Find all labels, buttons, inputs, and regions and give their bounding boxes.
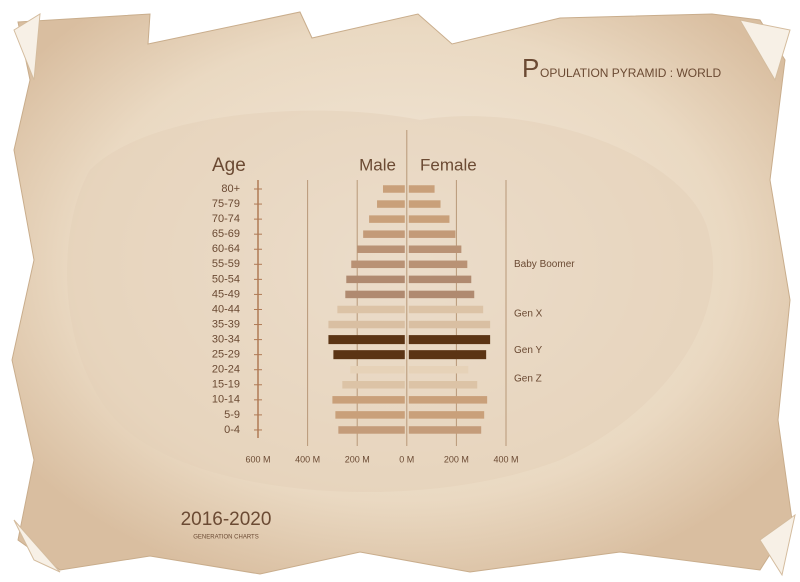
x-tick-label: 0 M	[399, 454, 414, 464]
chart-title: OPULATION PYRAMID : WORLD	[540, 66, 721, 80]
annotation: Baby Boomer	[514, 259, 575, 270]
bar-female	[408, 215, 450, 223]
bar-male	[328, 335, 405, 345]
y-tick-label: 10-14	[212, 394, 240, 406]
bar-male	[357, 245, 405, 253]
y-tick-label: 30-34	[212, 334, 240, 346]
bar-female	[408, 411, 485, 419]
x-tick-label: 400 M	[493, 454, 518, 464]
bar-male	[350, 365, 405, 374]
bar-female	[408, 396, 488, 404]
bar-female	[408, 320, 491, 329]
annotation: Gen Y	[514, 345, 542, 356]
y-tick-label: 5-9	[224, 409, 240, 421]
bar-male	[369, 215, 405, 223]
legend-female: Female	[420, 155, 477, 174]
bar-female	[408, 200, 441, 208]
bar-female	[408, 230, 456, 238]
title-initial: P	[522, 53, 539, 83]
bar-male	[377, 200, 405, 208]
y-tick-label: 40-44	[212, 303, 240, 315]
y-tick-label: 60-64	[212, 243, 240, 255]
bar-male	[337, 305, 405, 314]
annotation: Gen X	[514, 309, 543, 320]
y-tick-label: 50-54	[212, 273, 240, 285]
bar-male	[346, 275, 405, 284]
bar-female	[408, 260, 468, 269]
y-tick-label: 20-24	[212, 364, 240, 376]
x-tick-label: 200 M	[444, 454, 469, 464]
y-axis-title: Age	[212, 155, 246, 176]
bar-male	[335, 411, 405, 419]
y-tick-label: 80+	[221, 183, 240, 195]
bar-female	[408, 245, 462, 253]
bar-male	[338, 426, 405, 434]
bar-female	[408, 275, 472, 284]
y-tick-label: 45-49	[212, 288, 240, 300]
y-tick-label: 0-4	[224, 424, 240, 436]
bar-female	[408, 365, 469, 374]
y-tick-label: 75-79	[212, 198, 240, 210]
y-tick-label: 35-39	[212, 318, 240, 330]
bar-female	[408, 381, 478, 389]
bar-male	[342, 381, 405, 389]
y-tick-label: 55-59	[212, 258, 240, 270]
bar-male	[345, 290, 405, 299]
x-tick-label: 200 M	[345, 454, 370, 464]
y-tick-label: 25-29	[212, 349, 240, 361]
x-tick-label: 400 M	[295, 454, 320, 464]
bar-male	[351, 260, 405, 269]
footer-subtitle: GENERATION CHARTS	[193, 535, 258, 541]
bar-male	[328, 320, 405, 329]
bar-female	[408, 426, 482, 434]
footer-title: 2016-2020	[181, 509, 272, 530]
y-tick-label: 65-69	[212, 228, 240, 240]
bar-female	[408, 185, 435, 193]
bar-female	[408, 350, 487, 360]
bar-female	[408, 335, 491, 345]
legend-male: Male	[359, 155, 396, 174]
y-tick-label: 15-19	[212, 379, 240, 391]
x-tick-label: 600 M	[245, 454, 270, 464]
annotation: Gen Z	[514, 373, 542, 384]
bar-male	[333, 350, 405, 360]
bar-male	[332, 396, 405, 404]
y-tick-label: 70-74	[212, 213, 240, 225]
bar-female	[408, 305, 484, 314]
bar-female	[408, 290, 475, 299]
bar-male	[382, 185, 405, 193]
bar-male	[363, 230, 405, 238]
